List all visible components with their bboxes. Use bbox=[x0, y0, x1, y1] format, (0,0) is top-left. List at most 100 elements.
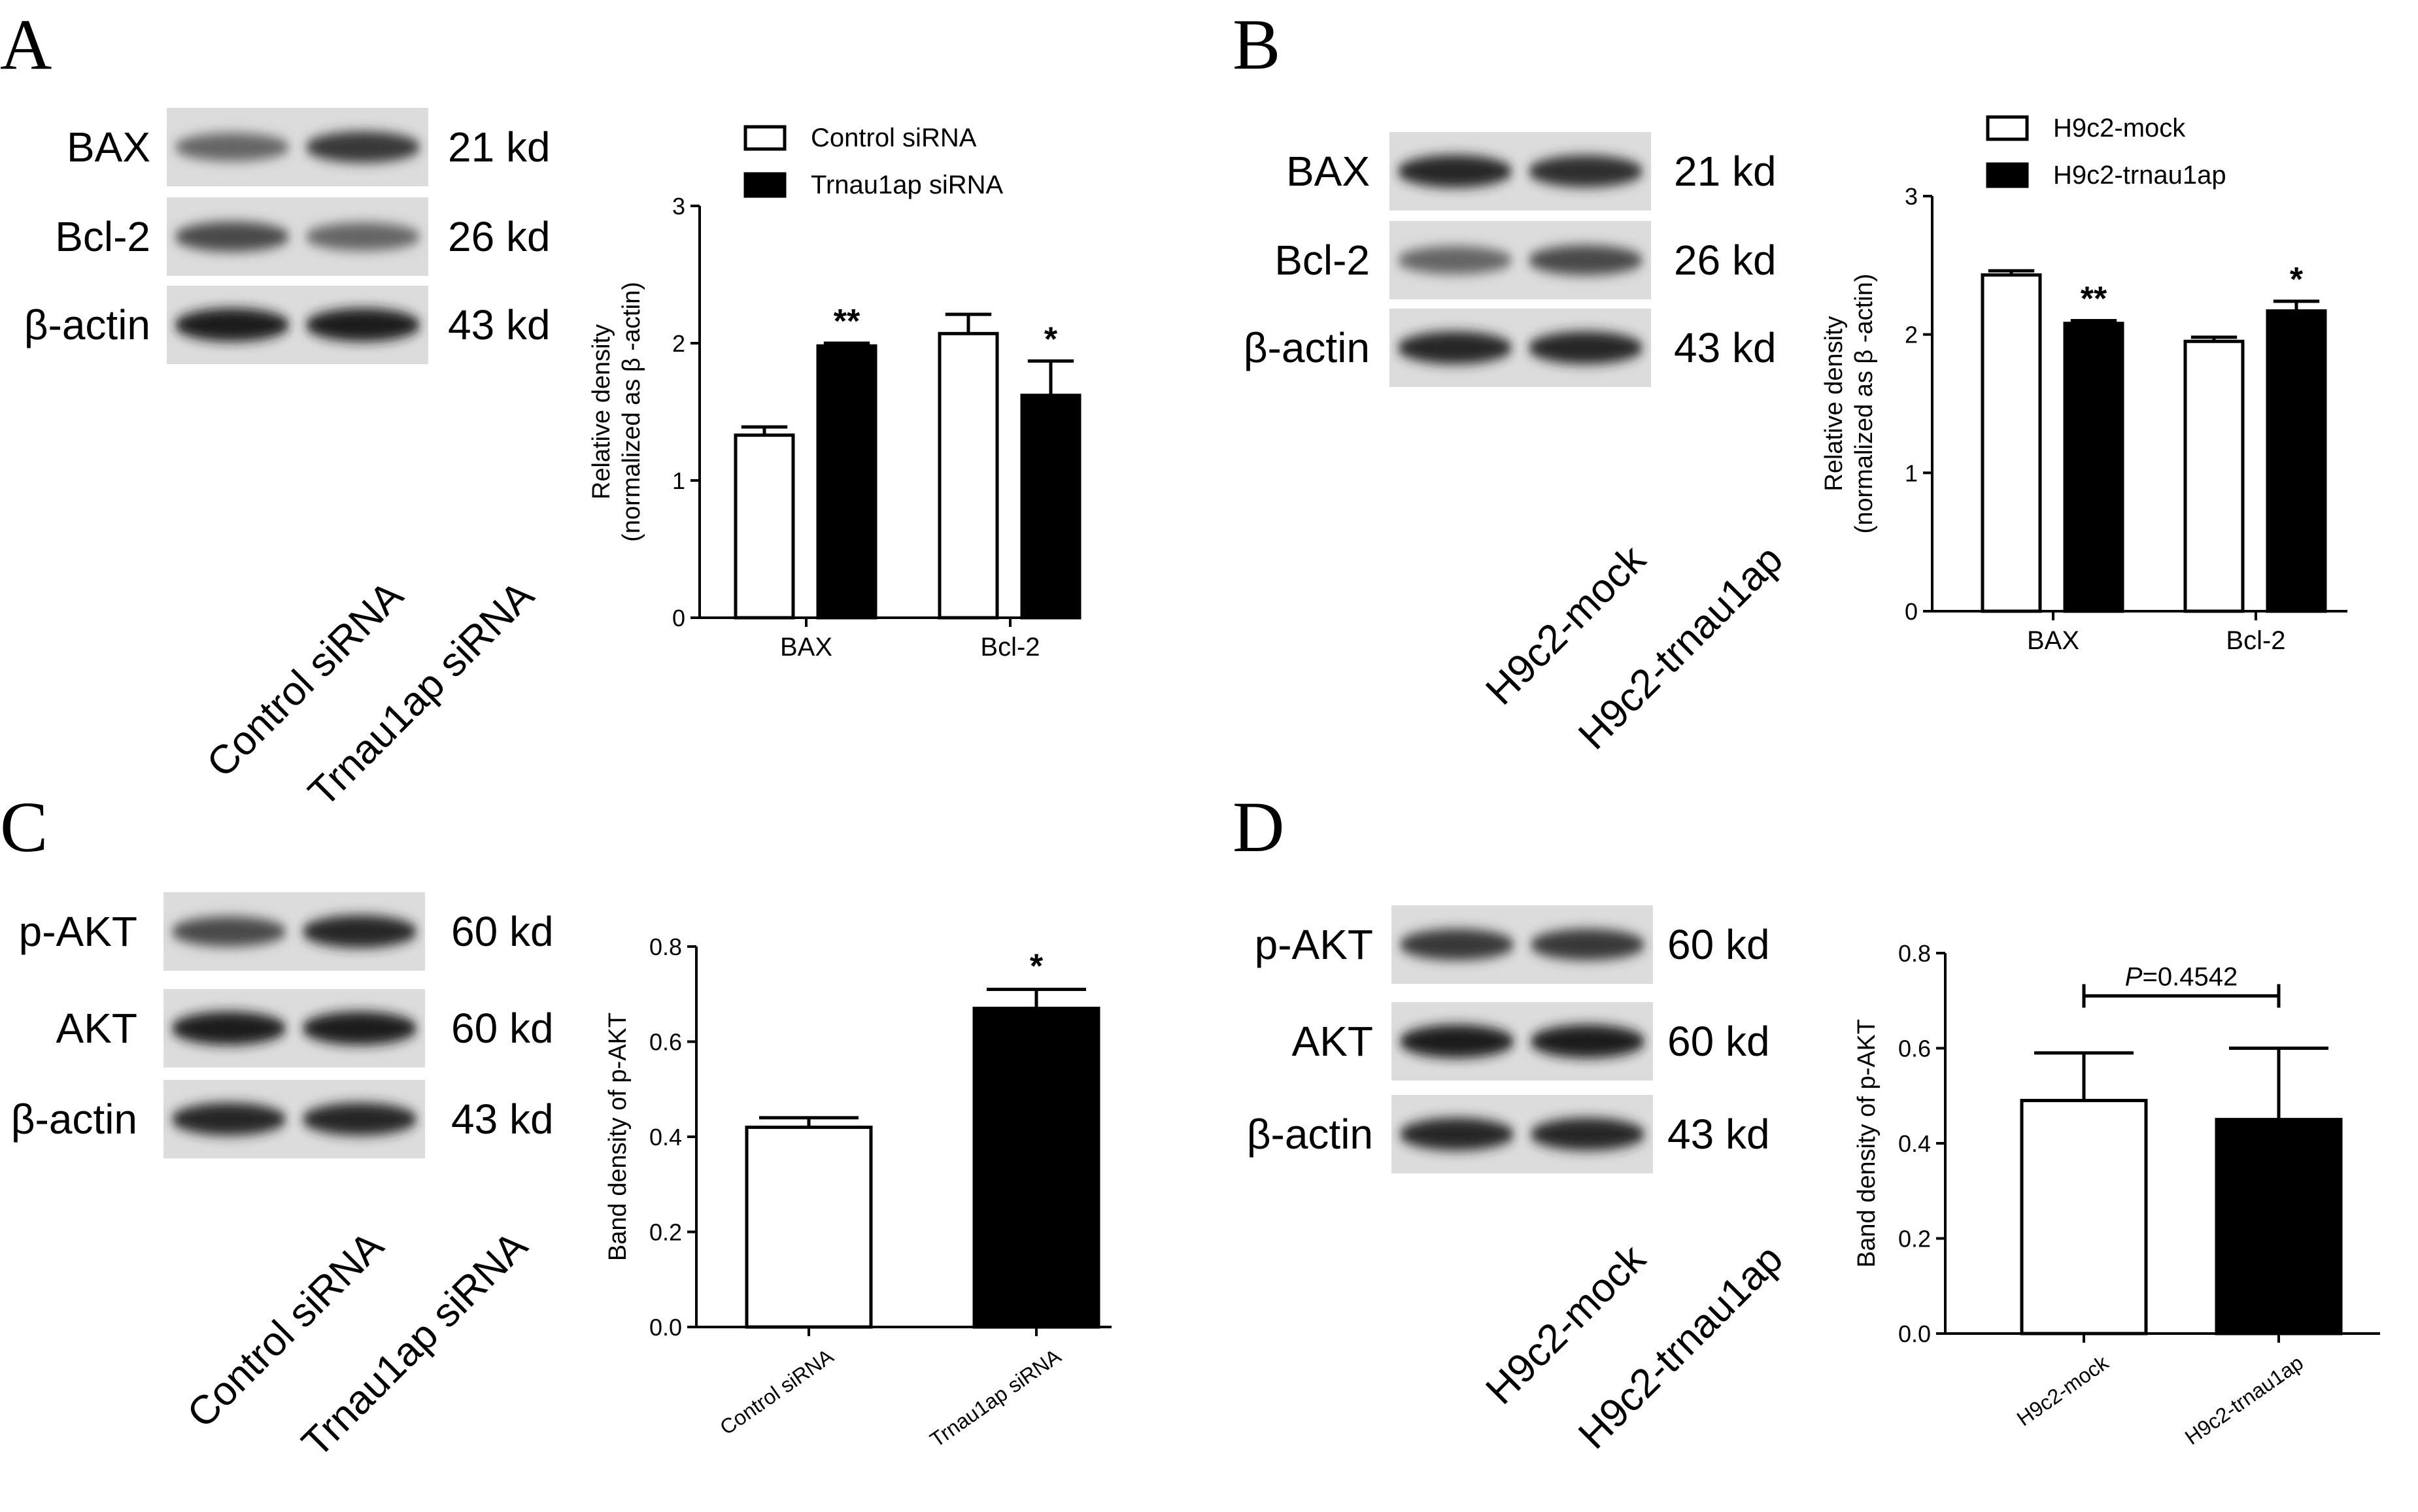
blot-band bbox=[171, 1011, 286, 1045]
y-axis-title: Band density of p-AKT bbox=[604, 1013, 632, 1261]
blot-band bbox=[1528, 155, 1643, 188]
bar-h9c2-mock bbox=[2020, 1099, 2148, 1336]
legend-swatch-control-sirna bbox=[743, 125, 787, 151]
x-tick-label: Trnau1ap siRNA bbox=[926, 1344, 1066, 1452]
legend-label-trnau1ap-sirna: Trnau1ap siRNA bbox=[811, 171, 1004, 199]
blot-band bbox=[305, 308, 420, 342]
blot-band bbox=[1530, 1024, 1645, 1058]
y-tick-label: 3 bbox=[1905, 183, 1918, 210]
blot-label-p-akt: p-AKT bbox=[1255, 921, 1373, 968]
blot-size-label: 43 kd bbox=[451, 1096, 554, 1143]
significance-marker: ** bbox=[2081, 280, 2107, 318]
bar-control-sirna-bax bbox=[734, 433, 795, 620]
legend-label-control-sirna: Control siRNA bbox=[811, 124, 977, 152]
bar-chart-a: 0 1 2 3 Relative density (normalized as β -ac… bbox=[588, 124, 1081, 662]
blot-size-label: 21 kd bbox=[1674, 148, 1777, 195]
blot-size-label: 43 kd bbox=[1667, 1111, 1770, 1158]
blot-band bbox=[1530, 1118, 1645, 1151]
blot-label-bax: BAX bbox=[67, 124, 150, 171]
p-value-number: =0.4542 bbox=[2142, 963, 2238, 992]
bar-trnau1ap-sirna-bax bbox=[816, 344, 877, 620]
blot-size-label: 26 kd bbox=[1674, 237, 1777, 284]
y-axis-title: (normalized as β -actin) bbox=[618, 282, 645, 542]
blot-label-actin: β-actin bbox=[24, 301, 150, 348]
blot-band bbox=[1399, 1024, 1514, 1058]
y-tick-label: 0.2 bbox=[1898, 1226, 1931, 1252]
significance-marker: * bbox=[2290, 261, 2304, 299]
blot-label-bax: BAX bbox=[1286, 148, 1370, 195]
blot-size-label: 60 kd bbox=[451, 1005, 554, 1052]
y-axis-title: Band density of p-AKT bbox=[1853, 1019, 1881, 1268]
blot-band bbox=[302, 1103, 417, 1135]
bar-h9c2-mock-bax bbox=[1981, 273, 2042, 613]
blot-band bbox=[175, 222, 290, 252]
blot-band bbox=[305, 222, 420, 251]
p-value-label: P=0.4542 bbox=[2125, 963, 2238, 992]
y-tick-label: 0.6 bbox=[1898, 1035, 1931, 1062]
legend-label-h9c2-mock: H9c2-mock bbox=[2053, 114, 2186, 143]
legend-swatch-trnau1ap-sirna bbox=[743, 172, 787, 198]
blot-band bbox=[1397, 246, 1512, 275]
blot-band bbox=[1528, 331, 1643, 364]
lane-label-trnau1ap-sirna: Trnau1ap siRNA bbox=[300, 573, 543, 816]
blot-size-label: 60 kd bbox=[1667, 1018, 1770, 1065]
blot-label-actin: β-actin bbox=[1244, 324, 1370, 371]
blot-label-akt: AKT bbox=[56, 1005, 137, 1052]
panel-letter-d: D bbox=[1233, 787, 1284, 867]
blot-size-label: 60 kd bbox=[1667, 921, 1770, 968]
bar-h9c2-mock-bcl-2 bbox=[2183, 339, 2245, 613]
bar-control-sirna bbox=[745, 1125, 873, 1329]
x-tick-label: Bcl-2 bbox=[980, 633, 1040, 662]
blot-size-label: 21 kd bbox=[448, 124, 551, 171]
blot-size-label: 43 kd bbox=[448, 301, 551, 348]
significance-marker: * bbox=[1030, 947, 1044, 985]
y-tick-label: 0.0 bbox=[1898, 1320, 1931, 1347]
blot-band bbox=[302, 1011, 417, 1045]
bar-trnau1ap-sirna bbox=[972, 1007, 1100, 1329]
blot-band bbox=[175, 308, 290, 342]
blot-band bbox=[302, 915, 417, 948]
panel-letter-b: B bbox=[1233, 5, 1280, 84]
y-tick-label: 2 bbox=[672, 330, 685, 357]
x-tick-label: Bcl-2 bbox=[2226, 626, 2285, 655]
x-tick-label: H9c2-trnau1ap bbox=[2181, 1351, 2307, 1449]
significance-marker: ** bbox=[834, 303, 860, 341]
y-tick-label: 0.8 bbox=[1898, 940, 1931, 967]
legend-swatch-h9c2-trnau1ap bbox=[1986, 162, 2029, 188]
bar-trnau1ap-sirna-bcl-2 bbox=[1020, 394, 1081, 620]
blot-label-akt: AKT bbox=[1292, 1018, 1373, 1065]
bar-h9c2-trnau1ap bbox=[2215, 1118, 2343, 1336]
bar-chart-c: 0.0 0.2 0.4 0.6 0.8 Band density of p-AKT Cont… bbox=[604, 933, 1112, 1452]
x-tick-label: BAX bbox=[780, 633, 832, 662]
y-tick-label: 0 bbox=[672, 605, 685, 631]
y-axis-title: Relative density bbox=[1820, 316, 1848, 491]
blot-band bbox=[1399, 929, 1514, 960]
y-axis-title: (normalized as β -actin) bbox=[1850, 274, 1878, 534]
y-tick-label: 0 bbox=[1905, 598, 1918, 625]
legend-swatch-h9c2-mock bbox=[1986, 115, 2029, 141]
y-tick-label: 0.8 bbox=[649, 933, 682, 960]
y-tick-label: 0.0 bbox=[649, 1314, 682, 1341]
blot-band bbox=[305, 131, 420, 163]
x-tick-label: BAX bbox=[2027, 626, 2079, 655]
blot-band bbox=[171, 1103, 286, 1135]
y-tick-label: 0.4 bbox=[649, 1124, 682, 1151]
x-tick-label: H9c2-mock bbox=[2013, 1351, 2113, 1431]
blot-band bbox=[1397, 331, 1512, 364]
bar-h9c2-trnau1ap-bcl-2 bbox=[2266, 309, 2327, 613]
y-tick-label: 3 bbox=[672, 193, 685, 220]
x-tick-label: Control siRNA bbox=[715, 1344, 838, 1439]
y-tick-label: 1 bbox=[1905, 460, 1918, 486]
blot-size-label: 43 kd bbox=[1674, 324, 1777, 371]
y-tick-label: 2 bbox=[1905, 322, 1918, 348]
significance-marker: * bbox=[1044, 320, 1058, 358]
p-value-symbol: P bbox=[2125, 963, 2143, 992]
blot-band bbox=[171, 916, 286, 947]
blot-label-p-akt: p-AKT bbox=[19, 908, 137, 955]
bar-control-sirna-bcl-2 bbox=[938, 331, 999, 620]
legend-label-h9c2-trnau1ap: H9c2-trnau1ap bbox=[2053, 161, 2226, 190]
blot-band bbox=[1397, 155, 1512, 188]
blot-label-bcl-2: Bcl-2 bbox=[1274, 237, 1370, 284]
